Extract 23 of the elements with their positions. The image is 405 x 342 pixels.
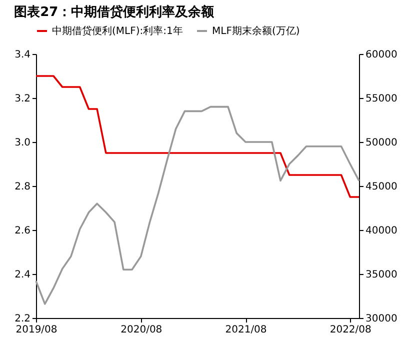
line-series: [35, 75, 360, 198]
legend-label: MLF期末余额(万亿): [212, 25, 300, 37]
y2-tick-label: 55000: [366, 94, 398, 104]
legend-label: 中期借贷便利(MLF):利率:1年: [52, 25, 183, 37]
y2-tick-label: 30000: [366, 314, 398, 324]
y2-tick-label: 50000: [366, 138, 398, 148]
y2-tick-label: 60000: [366, 50, 398, 60]
y-tick-label: 3.4: [14, 50, 30, 60]
y-tick-label: 2.2: [14, 314, 30, 324]
y-tick-label: 2.8: [14, 182, 30, 192]
y2-tick-label: 45000: [366, 182, 398, 192]
x-tick-label: 2019/08: [16, 324, 58, 336]
line-series: [35, 106, 360, 305]
y2-tick-label: 40000: [366, 226, 398, 236]
y-tick-label: 2.6: [14, 226, 30, 236]
y-tick-label: 3.0: [14, 138, 30, 148]
y2-tick-label: 35000: [366, 270, 398, 280]
y-tick-label: 2.4: [14, 270, 30, 280]
chart-title: 图表27：中期借贷便利利率及余额: [14, 4, 216, 20]
x-tick-label: 2020/08: [120, 324, 162, 336]
y-tick-label: 3.2: [14, 94, 30, 104]
x-tick-label: 2022/08: [330, 324, 372, 336]
x-tick-label: 2021/08: [225, 324, 267, 336]
